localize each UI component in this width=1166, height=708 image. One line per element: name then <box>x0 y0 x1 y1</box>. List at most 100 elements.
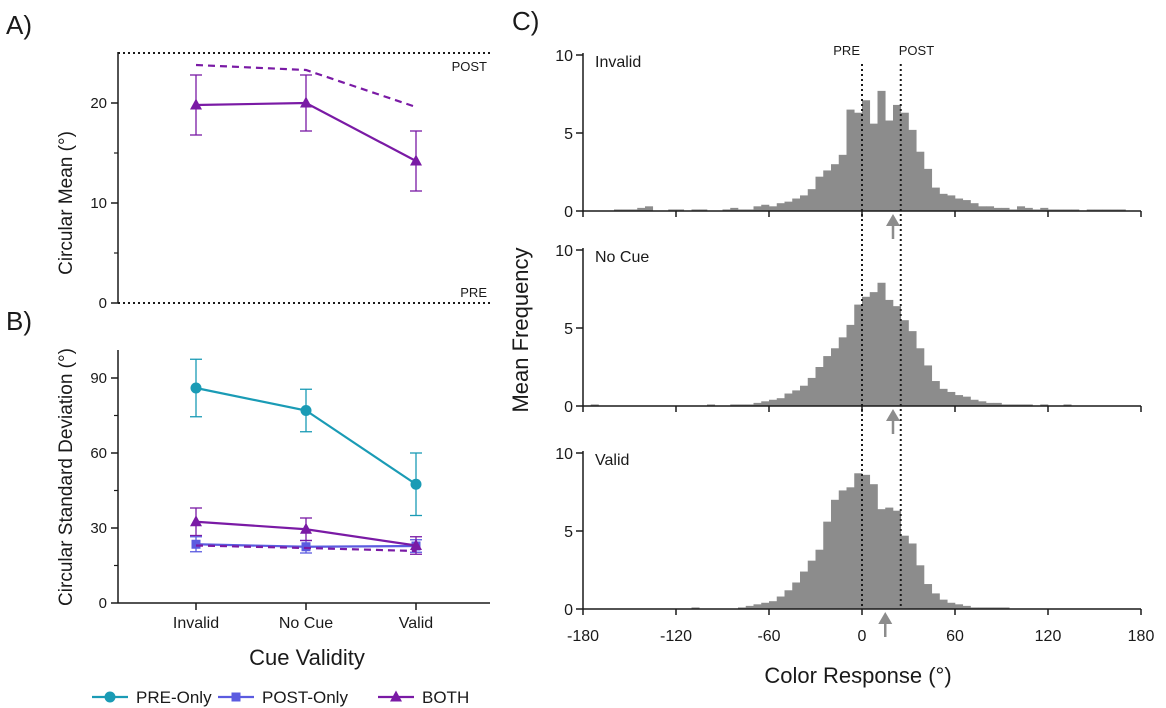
histogram-invalid: 0 5 10 Invalid <box>555 48 1142 239</box>
histogram-bar <box>846 109 855 211</box>
histogram-bar <box>862 100 871 211</box>
histogram-bar <box>738 209 747 211</box>
histogram-bar <box>947 391 956 406</box>
histogram-bar <box>823 356 832 406</box>
histogram-bar <box>862 296 871 406</box>
histogram-label: Invalid <box>595 54 641 71</box>
histogram-bar <box>730 207 739 211</box>
histogram-bar <box>614 209 623 211</box>
histogram-bar <box>776 203 785 211</box>
histogram-bar <box>993 207 1002 211</box>
histogram-bar <box>800 385 809 406</box>
histogram-bar <box>1094 209 1103 211</box>
reference-label-pre: PRE <box>833 43 860 58</box>
y-tick-label: 5 <box>564 321 573 338</box>
panel-c: C) Mean Frequency Color Response (°) 0 5 1… <box>508 6 1154 688</box>
x-tick-label: Valid <box>399 615 433 632</box>
y-tick-label: 10 <box>555 48 573 65</box>
legend-marker <box>390 690 402 702</box>
reference-label-post: POST <box>452 59 487 74</box>
histogram-bar <box>1055 209 1064 211</box>
series-line-predicted <box>195 63 417 109</box>
panel-c-ylabel: Mean Frequency <box>508 247 533 412</box>
histogram-bar <box>1024 207 1033 211</box>
histogram-bar <box>784 201 793 211</box>
histogram-bar <box>815 549 824 609</box>
histogram-bar <box>838 154 847 211</box>
y-tick-label: 10 <box>555 243 573 260</box>
panel-c-x-axis: -180 -120 -60 0 60 120 180 <box>567 628 1154 645</box>
data-point <box>300 522 312 534</box>
reference-label-pre: PRE <box>460 285 487 300</box>
histogram-bar <box>978 206 987 211</box>
histogram-bar <box>838 337 847 406</box>
histogram-bar <box>691 209 700 211</box>
histogram-bar <box>862 474 871 609</box>
y-tick-label: 5 <box>564 126 573 143</box>
histogram-bar <box>1071 209 1080 211</box>
histogram-bar <box>1040 404 1049 406</box>
data-point <box>300 96 312 108</box>
histogram-bar <box>900 535 909 609</box>
histogram-bar <box>846 487 855 609</box>
histogram-bar <box>800 195 809 211</box>
histogram-no-cue: 0 5 10 No Cue <box>555 243 1142 434</box>
histogram-bar <box>1117 209 1126 211</box>
histogram-bar <box>869 292 878 406</box>
histogram-bar <box>986 607 995 609</box>
legend-marker <box>104 691 116 703</box>
histogram-bar <box>893 510 902 609</box>
histogram-bar <box>931 381 940 406</box>
histogram-bar <box>970 203 979 211</box>
histogram-bar <box>893 104 902 211</box>
histogram-bar <box>745 404 754 406</box>
y-tick-label: 20 <box>90 95 107 112</box>
histogram-bar <box>621 209 630 211</box>
histogram-bar <box>838 490 847 609</box>
histogram-bar <box>916 348 925 406</box>
histogram-bar <box>916 151 925 211</box>
data-point <box>190 515 202 527</box>
y-tick-label: 0 <box>564 602 573 619</box>
histogram-bar <box>753 604 762 609</box>
series-line-predicted <box>195 544 417 553</box>
histogram-bar <box>854 304 863 406</box>
legend-label: PRE-Only <box>136 688 212 707</box>
histogram-bar <box>939 599 948 609</box>
histogram-bar <box>885 120 894 211</box>
histogram-label: No Cue <box>595 249 649 266</box>
histogram-bar <box>691 607 700 609</box>
histogram-bar <box>962 605 971 609</box>
histogram-bar <box>877 509 886 609</box>
histogram-bar <box>1048 209 1057 211</box>
histogram-bar <box>769 206 778 211</box>
mean-arrow-head <box>878 612 893 624</box>
histogram-bar <box>908 543 917 609</box>
data-point <box>190 98 202 110</box>
histogram-bar <box>885 507 894 609</box>
histogram-bar <box>730 404 739 406</box>
histogram-bar <box>1024 404 1033 406</box>
legend-label: BOTH <box>422 688 469 707</box>
histogram-bar <box>753 206 762 211</box>
histogram-bar <box>823 170 832 211</box>
histogram-bar <box>869 484 878 609</box>
histogram-bar <box>962 396 971 406</box>
panel-b-axes: 0 30 60 90 Invalid No Cue Valid <box>90 350 490 632</box>
panel-c-histograms: 0 5 10 Invalid 0 5 10 No Cue 0 5 10 Valid <box>555 48 1142 637</box>
histogram-bar <box>722 209 731 211</box>
histogram-bar <box>831 164 840 211</box>
histogram-bar <box>947 195 956 211</box>
histogram-bar <box>924 365 933 406</box>
histogram-bar <box>668 209 677 211</box>
histogram-bar <box>590 404 599 406</box>
data-point <box>410 539 422 550</box>
histogram-bar <box>978 401 987 406</box>
panel-b-ylabel: Circular Standard Deviation (°) <box>56 348 77 606</box>
histogram-bar <box>993 402 1002 406</box>
x-tick-label: 180 <box>1128 628 1155 645</box>
histogram-bar <box>869 123 878 211</box>
y-tick-label: 5 <box>564 524 573 541</box>
histogram-bar <box>807 560 816 609</box>
y-tick-label: 60 <box>90 445 107 462</box>
